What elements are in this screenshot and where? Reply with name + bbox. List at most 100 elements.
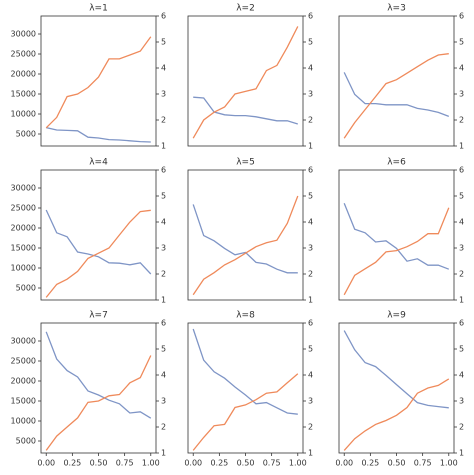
x-tick-label: 0.25 xyxy=(63,459,81,468)
y2-tick-label: 5 xyxy=(459,192,464,201)
panel-title: λ=8 xyxy=(236,311,255,321)
x-tick-label: 1.00 xyxy=(142,459,160,468)
panel-title: λ=3 xyxy=(387,4,406,14)
y-tick-label: 25000 xyxy=(11,204,36,213)
y2-tick-label: 4 xyxy=(459,371,464,380)
plot-frame xyxy=(338,322,455,454)
panel-title: λ=7 xyxy=(89,311,108,321)
series-line xyxy=(343,72,450,118)
y2-tick-label: 1 xyxy=(161,449,166,458)
y-tick-label: 25000 xyxy=(11,357,36,366)
y2-tick-label: 3 xyxy=(459,397,464,406)
y2-tick-label: 6 xyxy=(308,166,313,175)
y2-tick-label: 2 xyxy=(459,116,464,125)
y-tick-label: 30000 xyxy=(11,337,36,346)
y2-tick-label: 2 xyxy=(459,270,464,279)
y2-tick-label: 3 xyxy=(459,90,464,99)
series-line xyxy=(343,202,450,270)
y2-tick-label: 5 xyxy=(161,192,166,201)
panel-title: λ=1 xyxy=(89,4,108,14)
y2-tick-label: 6 xyxy=(308,319,313,328)
series-line xyxy=(45,355,152,451)
series-line xyxy=(192,328,298,415)
y2-tick-label: 6 xyxy=(161,12,166,21)
y2-tick-label: 5 xyxy=(161,345,166,354)
y2-tick-label: 4 xyxy=(308,371,313,380)
series-line xyxy=(343,53,449,139)
y2-tick-label: 1 xyxy=(459,449,464,458)
y2-tick-label: 5 xyxy=(459,345,464,354)
plot-frame xyxy=(187,322,304,454)
y2-tick-label: 2 xyxy=(161,270,166,279)
y-tick-label: 10000 xyxy=(11,110,36,119)
series-line xyxy=(46,126,151,143)
series-line xyxy=(192,373,299,451)
panel-title: λ=9 xyxy=(387,311,406,321)
series-line xyxy=(192,26,299,139)
x-tick-label: 0.75 xyxy=(263,459,281,468)
x-tick-label: 0.00 xyxy=(335,459,353,468)
y-tick-label: 20000 xyxy=(11,224,36,233)
y2-tick-label: 1 xyxy=(161,296,166,305)
panel-title: λ=2 xyxy=(236,4,255,14)
y2-tick-label: 4 xyxy=(459,64,464,73)
y2-tick-label: 3 xyxy=(161,397,166,406)
y2-tick-label: 6 xyxy=(308,12,313,21)
y2-tick-label: 1 xyxy=(308,296,313,305)
y-tick-label: 20000 xyxy=(11,70,36,79)
y2-tick-label: 3 xyxy=(161,244,166,253)
y2-tick-label: 6 xyxy=(459,166,464,175)
y2-tick-label: 5 xyxy=(459,38,464,47)
y2-tick-label: 4 xyxy=(161,64,166,73)
x-tick-label: 1.00 xyxy=(440,459,458,468)
x-tick-label: 0.75 xyxy=(116,459,134,468)
y2-tick-label: 6 xyxy=(161,319,166,328)
panel-title: λ=5 xyxy=(236,158,255,168)
y2-tick-label: 5 xyxy=(308,345,313,354)
x-tick-label: 0.25 xyxy=(210,459,228,468)
y2-tick-label: 2 xyxy=(161,423,166,432)
series-line xyxy=(45,36,152,129)
plot-frame xyxy=(40,15,157,147)
plot-frame xyxy=(40,322,157,454)
y2-tick-label: 3 xyxy=(459,244,464,253)
x-tick-label: 0.50 xyxy=(237,459,255,468)
series-line xyxy=(192,195,299,296)
y2-tick-label: 1 xyxy=(161,142,166,151)
y-tick-label: 5000 xyxy=(16,130,36,139)
y2-tick-label: 2 xyxy=(308,423,313,432)
y2-tick-label: 3 xyxy=(308,90,313,99)
series-line xyxy=(343,207,450,296)
y2-tick-label: 1 xyxy=(308,142,313,151)
y2-tick-label: 1 xyxy=(308,449,313,458)
y-tick-label: 5000 xyxy=(16,284,36,293)
y-tick-label: 10000 xyxy=(11,264,36,273)
plot-frame xyxy=(187,169,304,301)
y2-tick-label: 1 xyxy=(459,296,464,305)
y-tick-label: 30000 xyxy=(11,30,36,39)
y2-tick-label: 4 xyxy=(459,218,464,227)
series-line xyxy=(192,204,298,274)
y2-tick-label: 5 xyxy=(308,38,313,47)
y2-tick-label: 2 xyxy=(308,116,313,125)
plot-frame xyxy=(40,169,157,301)
y2-tick-label: 1 xyxy=(459,142,464,151)
y2-tick-label: 4 xyxy=(308,64,313,73)
y2-tick-label: 2 xyxy=(161,116,166,125)
series-line xyxy=(343,378,450,451)
series-line xyxy=(45,331,152,419)
y-tick-label: 25000 xyxy=(11,50,36,59)
y2-tick-label: 2 xyxy=(459,423,464,432)
x-tick-label: 0.75 xyxy=(414,459,432,468)
plot-frame xyxy=(338,169,455,301)
y2-tick-label: 4 xyxy=(308,218,313,227)
series-line xyxy=(193,96,298,125)
y2-tick-label: 3 xyxy=(308,244,313,253)
panel-title: λ=6 xyxy=(387,158,406,168)
panel-title: λ=4 xyxy=(89,158,108,168)
y2-tick-label: 2 xyxy=(308,270,313,279)
y2-tick-label: 6 xyxy=(459,319,464,328)
x-tick-label: 0.00 xyxy=(184,459,202,468)
series-line xyxy=(45,209,152,275)
